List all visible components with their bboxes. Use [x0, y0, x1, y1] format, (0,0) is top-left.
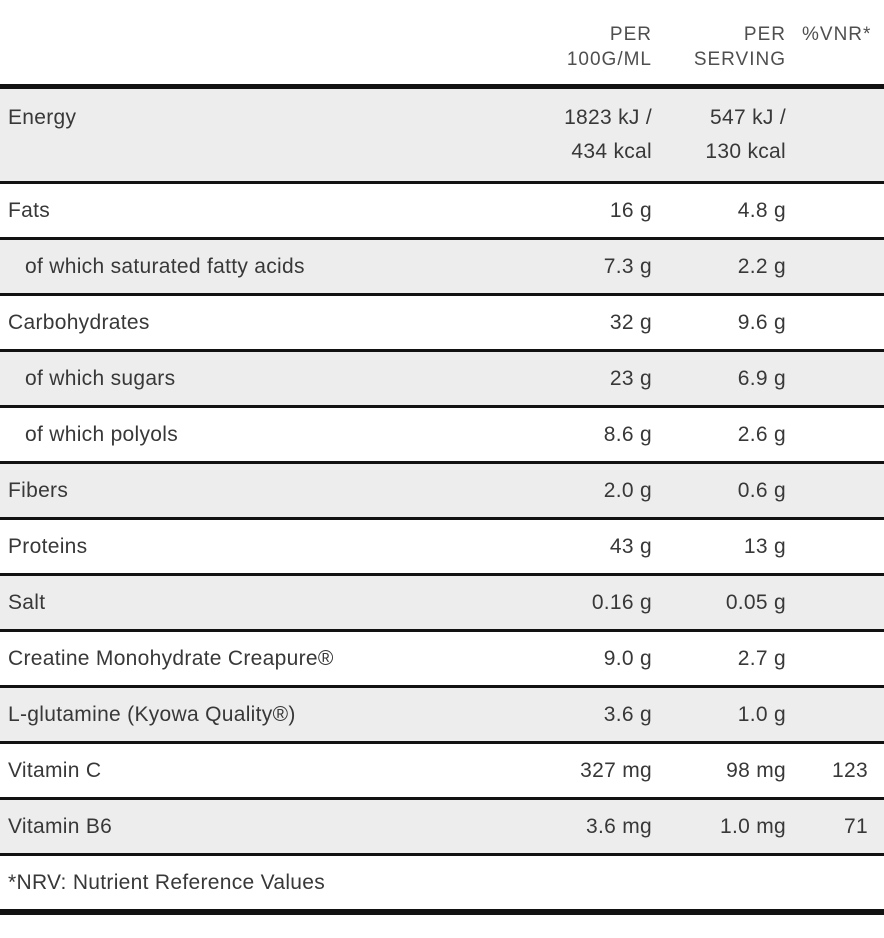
nutrient-label: of which sugars	[25, 367, 176, 390]
nrv-footnote: *NRV: Nutrient Reference Values	[0, 854, 884, 912]
row-sugars: of which sugars 23 g 6.9 g	[0, 350, 884, 407]
value-per-100g: 2.0 g	[603, 479, 652, 502]
value-per-serving: 98 mg	[726, 759, 786, 782]
value-nrv	[802, 87, 884, 183]
value-nrv	[802, 575, 884, 631]
value-per-100g: 8.6 g	[603, 423, 652, 446]
value-per-serving: 1.0 mg	[720, 815, 786, 838]
header-row: PER 100G/ML PER SERVING %VNR*	[0, 0, 884, 87]
value-per-serving: 6.9 g	[737, 367, 786, 390]
nutrition-panel: PER 100G/ML PER SERVING %VNR* Energy 182…	[0, 0, 884, 915]
value-per-100g: 327 mg	[580, 759, 652, 782]
value-per-100g: 7.3 g	[603, 255, 652, 278]
nutrient-label: Vitamin B6	[8, 815, 113, 838]
row-energy: Energy 1823 kJ / 434 kcal 547 kJ / 130 k…	[0, 86, 884, 183]
table-body: Energy 1823 kJ / 434 kcal 547 kJ / 130 k…	[0, 86, 884, 855]
value-per-serving: 4.8 g	[737, 199, 786, 222]
value-nrv	[802, 295, 884, 351]
value-nrv	[802, 183, 884, 239]
value-per-serving: 0.05 g	[725, 591, 786, 614]
value-per-100g: 9.0 g	[603, 647, 652, 670]
value-nrv	[802, 351, 884, 407]
value-per-serving: 9.6 g	[737, 311, 786, 334]
row-salt: Salt 0.16 g 0.05 g	[0, 574, 884, 631]
row-fats: Fats 16 g 4.8 g	[0, 183, 884, 239]
nutrient-label: Fats	[8, 199, 51, 222]
value-nrv	[802, 631, 884, 687]
row-fibers: Fibers 2.0 g 0.6 g	[0, 462, 884, 519]
value-nrv	[802, 687, 884, 743]
value-per-100g: 43 g	[609, 535, 652, 558]
value-per-100g: 23 g	[609, 367, 652, 390]
row-vitamin-c: Vitamin C 327 mg 98 mg 123	[0, 743, 884, 799]
row-l-glutamine: L-glutamine (Kyowa Quality®) 3.6 g 1.0 g	[0, 686, 884, 743]
row-creatine-monohydrate: Creatine Monohydrate Creapure® 9.0 g 2.7…	[0, 631, 884, 687]
value-per-serving: 2.6 g	[737, 423, 786, 446]
value-per-serving: 2.2 g	[737, 255, 786, 278]
nutrition-table: PER 100G/ML PER SERVING %VNR* Energy 182…	[0, 0, 884, 915]
value-per-100g: 0.16 g	[591, 591, 652, 614]
value-per-100g: 32 g	[609, 311, 652, 334]
row-vitamin-b6: Vitamin B6 3.6 mg 1.0 mg 71	[0, 798, 884, 855]
value-nrv	[802, 407, 884, 463]
value-per-serving: 13 g	[743, 535, 786, 558]
value-nrv: 71	[844, 815, 868, 838]
nutrient-label: of which saturated fatty acids	[25, 255, 305, 278]
value-per-100g: 1823 kJ / 434 kcal	[564, 106, 652, 163]
nutrient-label: Energy	[8, 106, 77, 129]
row-saturated-fatty-acids: of which saturated fatty acids 7.3 g 2.2…	[0, 238, 884, 295]
value-per-100g: 3.6 g	[603, 703, 652, 726]
col-header-per-serving: PER SERVING	[693, 24, 786, 70]
value-per-serving: 0.6 g	[737, 479, 786, 502]
col-header-nutrient	[0, 0, 548, 87]
footnote-row: *NRV: Nutrient Reference Values	[0, 854, 884, 912]
value-per-serving: 1.0 g	[737, 703, 786, 726]
value-nrv	[802, 463, 884, 519]
nutrient-label: L-glutamine (Kyowa Quality®)	[8, 703, 296, 726]
value-per-100g: 16 g	[609, 199, 652, 222]
col-header-nrv-percent: %VNR*	[802, 24, 872, 45]
value-per-serving: 547 kJ / 130 kcal	[705, 106, 786, 163]
value-nrv	[802, 519, 884, 575]
value-nrv: 123	[832, 759, 868, 782]
value-nrv	[802, 239, 884, 295]
nutrient-label: Fibers	[8, 479, 69, 502]
table-footer: *NRV: Nutrient Reference Values	[0, 854, 884, 912]
value-per-100g: 3.6 mg	[586, 815, 652, 838]
nutrient-label: Creatine Monohydrate Creapure®	[8, 647, 334, 670]
nutrient-label: Salt	[8, 591, 46, 614]
col-header-per-100g: PER 100G/ML	[566, 24, 652, 70]
nutrient-label: of which polyols	[25, 423, 179, 446]
row-polyols: of which polyols 8.6 g 2.6 g	[0, 407, 884, 463]
row-proteins: Proteins 43 g 13 g	[0, 519, 884, 575]
value-per-serving: 2.7 g	[737, 647, 786, 670]
row-carbohydrates: Carbohydrates 32 g 9.6 g	[0, 295, 884, 351]
table-header: PER 100G/ML PER SERVING %VNR*	[0, 0, 884, 87]
nutrient-label: Vitamin C	[8, 759, 102, 782]
nutrient-label: Carbohydrates	[8, 311, 150, 334]
nutrient-label: Proteins	[8, 535, 88, 558]
